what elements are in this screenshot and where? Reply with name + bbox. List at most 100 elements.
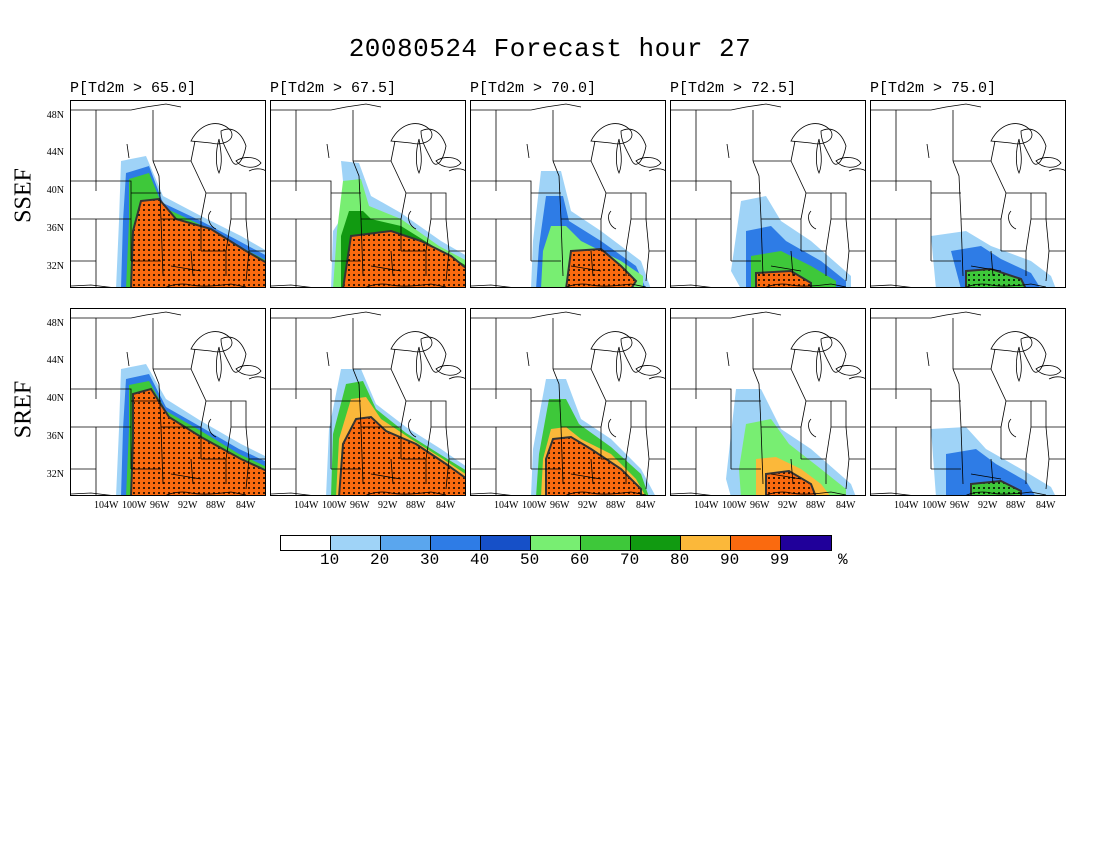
lon-label: 96W [750, 500, 770, 511]
colorbar-swatch [631, 536, 681, 550]
state-boundary [1035, 365, 1062, 376]
state-boundary [245, 250, 250, 282]
state-boundary [271, 311, 382, 319]
lon-label: 84W [1036, 500, 1056, 511]
lon-label: 88W [406, 500, 426, 511]
state-boundary [435, 365, 462, 376]
state-boundary [220, 128, 247, 165]
state-boundary [390, 348, 396, 370]
map-panel-sref-5 [870, 308, 1066, 496]
state-boundary [765, 491, 847, 495]
lon-label: 104W [694, 500, 719, 511]
state-boundary [360, 218, 364, 277]
state-boundary [835, 157, 862, 168]
state-boundary [990, 250, 994, 277]
probability-shading [546, 437, 641, 495]
state-boundary [415, 138, 422, 174]
state-boundary [96, 388, 132, 401]
state-boundary [871, 284, 912, 287]
state-boundary [590, 458, 594, 485]
state-boundary [845, 458, 850, 490]
colorbar-swatch [681, 536, 731, 550]
state-boundary [296, 388, 332, 401]
state-boundary [590, 348, 596, 370]
state-boundary [71, 492, 112, 495]
map-panel-sref-1 [70, 308, 266, 496]
map-panel-ssef-4 [670, 100, 866, 288]
state-boundary [896, 388, 932, 401]
colorbar-tick-label: 30 [420, 551, 440, 569]
state-boundary [848, 168, 865, 172]
probability-shading [766, 471, 816, 495]
state-boundary [671, 284, 712, 287]
state-boundary [752, 160, 762, 220]
lon-label: 96W [950, 500, 970, 511]
state-boundary [71, 284, 112, 287]
state-boundary [1035, 157, 1062, 168]
state-boundary [496, 388, 532, 401]
colorbar-swatch [281, 536, 331, 550]
state-boundary [165, 283, 247, 287]
map-panel-sref-4 [670, 308, 866, 496]
state-boundary [390, 458, 394, 485]
state-boundary [790, 123, 833, 145]
lat-label: 40N [46, 393, 64, 404]
state-boundary [496, 180, 532, 193]
map-panel-ssef-5 [870, 100, 1066, 288]
lon-label: 92W [778, 500, 798, 511]
state-boundary [435, 157, 462, 168]
state-boundary [770, 265, 802, 272]
lat-label: 40N [46, 185, 64, 196]
state-boundary [990, 140, 996, 162]
state-boundary [190, 331, 233, 353]
state-boundary [871, 103, 982, 111]
lon-label: 100W [722, 500, 747, 511]
state-boundary [420, 336, 447, 373]
state-boundary [696, 180, 732, 193]
lon-label: 104W [494, 500, 519, 511]
state-boundary [245, 458, 250, 490]
state-boundary [215, 138, 222, 174]
state-boundary [635, 157, 662, 168]
state-boundary [471, 492, 512, 495]
colorbar-tick-label: % [838, 551, 848, 569]
lon-label: 92W [978, 500, 998, 511]
state-boundary [606, 400, 647, 427]
probability-shading [966, 269, 1025, 287]
state-boundary [471, 284, 512, 287]
state-boundary [990, 123, 1033, 145]
state-boundary [590, 140, 596, 162]
state-boundary [1020, 128, 1047, 165]
state-boundary [990, 368, 1007, 428]
state-boundary [835, 365, 862, 376]
state-boundary [152, 160, 162, 220]
state-boundary [126, 351, 130, 367]
state-boundary [608, 418, 617, 438]
state-boundary [1048, 376, 1065, 380]
state-boundary [952, 368, 962, 428]
column-title-3: P[Td2m > 70.0] [470, 80, 597, 97]
state-boundary [645, 250, 650, 282]
state-boundary [552, 368, 562, 428]
state-boundary [390, 123, 433, 145]
state-boundary [220, 336, 247, 373]
state-boundary [808, 418, 817, 438]
colorbar-tick-label: 40 [470, 551, 490, 569]
state-boundary [808, 210, 817, 230]
probability-contour [965, 267, 1027, 287]
probability-shading [339, 417, 465, 495]
state-boundary [815, 346, 822, 382]
state-boundary [590, 368, 607, 428]
map-svg [671, 103, 865, 287]
state-boundary [608, 210, 617, 230]
lon-label: 84W [236, 500, 256, 511]
state-boundary [765, 283, 847, 287]
lon-label: 92W [178, 500, 198, 511]
state-boundary [165, 491, 247, 495]
state-boundary [806, 192, 847, 219]
state-boundary [845, 426, 865, 460]
state-boundary [445, 458, 450, 490]
probability-contour [342, 229, 465, 287]
map-panel-ssef-1 [70, 100, 266, 288]
state-boundary [671, 492, 712, 495]
